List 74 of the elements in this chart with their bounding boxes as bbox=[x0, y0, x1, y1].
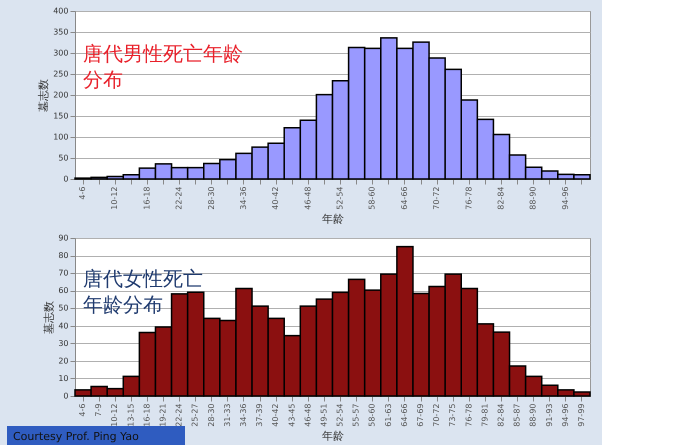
y-tick-label: 30 bbox=[58, 338, 68, 348]
x-tick-label: 70-72 bbox=[432, 404, 442, 427]
y-tick-label: 50 bbox=[58, 154, 68, 162]
y-tick-label: 50 bbox=[58, 304, 68, 313]
x-tick-label: 94-96 bbox=[560, 404, 570, 427]
y-tick-label: 80 bbox=[58, 251, 68, 260]
y-tick-label: 0 bbox=[63, 174, 68, 184]
x-tick-label: 40-42 bbox=[271, 186, 280, 210]
x-tick-label: 79-81 bbox=[480, 404, 490, 427]
x-tick-label: 19-21 bbox=[158, 404, 168, 427]
x-tick-label: 76-78 bbox=[464, 404, 474, 427]
x-tick-label: 16-18 bbox=[142, 404, 152, 427]
x-tick-label: 16-18 bbox=[142, 186, 152, 210]
x-tick-label: 25-27 bbox=[190, 404, 200, 427]
x-tick-label: 70-72 bbox=[432, 186, 442, 210]
y-tick-label: 250 bbox=[53, 70, 68, 78]
x-tick-label: 64-66 bbox=[400, 186, 409, 210]
x-tick-label: 82-84 bbox=[496, 186, 506, 210]
x-tick-label: 88-90 bbox=[528, 186, 538, 210]
x-tick-label: 22-24 bbox=[174, 404, 184, 427]
text: Courtesy Prof. Ping Yao bbox=[13, 430, 140, 443]
y-tick-label: 40 bbox=[58, 321, 68, 330]
y-tick-label: 200 bbox=[53, 90, 68, 100]
y-tick-label: 60 bbox=[58, 286, 68, 296]
x-tick-label: 94-96 bbox=[560, 186, 570, 210]
x-tick-label: 91-93 bbox=[544, 404, 554, 427]
x-tick-label: 58-60 bbox=[368, 404, 377, 427]
x-tick-label: 46-48 bbox=[303, 186, 312, 210]
x-tick-label: 4-6 bbox=[78, 186, 88, 200]
x-tick-label: 52-54 bbox=[336, 186, 345, 210]
x-tick-label: 37-39 bbox=[255, 404, 264, 427]
x-tick-label: 10-12 bbox=[110, 404, 120, 427]
x-axis-title: 年龄 bbox=[322, 212, 344, 226]
y-tick-label: 150 bbox=[53, 112, 68, 120]
x-tick-label: 88-90 bbox=[528, 404, 538, 427]
x-tick-label: 34-36 bbox=[238, 186, 248, 210]
x-tick-label: 52-54 bbox=[336, 404, 345, 427]
x-tick-label: 13-15 bbox=[126, 404, 136, 427]
x-tick-label: 4-6 bbox=[78, 404, 88, 417]
annotation: 唐代女性死亡年龄分布 bbox=[83, 266, 203, 317]
x-tick-label: 10-12 bbox=[110, 186, 120, 210]
x-tick-label: 82-84 bbox=[496, 404, 506, 427]
y-tick-label: 350 bbox=[53, 28, 68, 36]
x-tick-label: 67-69 bbox=[416, 404, 426, 427]
x-tick-label: 31-33 bbox=[222, 404, 232, 427]
y-tick-label: 90 bbox=[58, 234, 68, 242]
annotation: 唐代男性死亡年龄分布 bbox=[83, 42, 243, 92]
y-tick-label: 300 bbox=[53, 48, 68, 58]
y-axis-title: 墓志数 bbox=[42, 301, 56, 334]
y-axis-title: 墓志数 bbox=[37, 79, 50, 112]
x-tick-label: 55-57 bbox=[352, 404, 361, 427]
x-tick-label: 43-45 bbox=[287, 404, 296, 427]
y-tick-label: 70 bbox=[58, 268, 68, 278]
x-tick-label: 61-63 bbox=[384, 404, 393, 427]
x-tick-label: 97-99 bbox=[576, 404, 586, 427]
y-tick-label: 400 bbox=[53, 6, 68, 16]
x-tick-label: 73-75 bbox=[448, 404, 458, 427]
x-tick-label: 28-30 bbox=[206, 404, 216, 427]
x-tick-label: 7-9 bbox=[94, 404, 104, 417]
x-tick-label: 22-24 bbox=[174, 186, 184, 210]
x-tick-label: 76-78 bbox=[464, 186, 474, 210]
x-tick-label: 58-60 bbox=[368, 186, 377, 210]
x-tick-label: 40-42 bbox=[271, 404, 280, 427]
y-tick-label: 100 bbox=[53, 132, 68, 142]
x-tick-label: 34-36 bbox=[238, 404, 248, 427]
x-tick-label: 64-66 bbox=[400, 404, 409, 427]
x-axis-title: 年龄 bbox=[322, 430, 344, 443]
y-tick-label: 10 bbox=[58, 374, 68, 383]
x-tick-label: 49-51 bbox=[319, 404, 328, 427]
y-tick-label: 0 bbox=[63, 392, 68, 400]
x-tick-label: 85-87 bbox=[512, 404, 522, 427]
x-tick-label: 46-48 bbox=[303, 404, 312, 427]
y-tick-label: 20 bbox=[58, 356, 68, 366]
x-tick-label: 28-30 bbox=[206, 186, 216, 210]
